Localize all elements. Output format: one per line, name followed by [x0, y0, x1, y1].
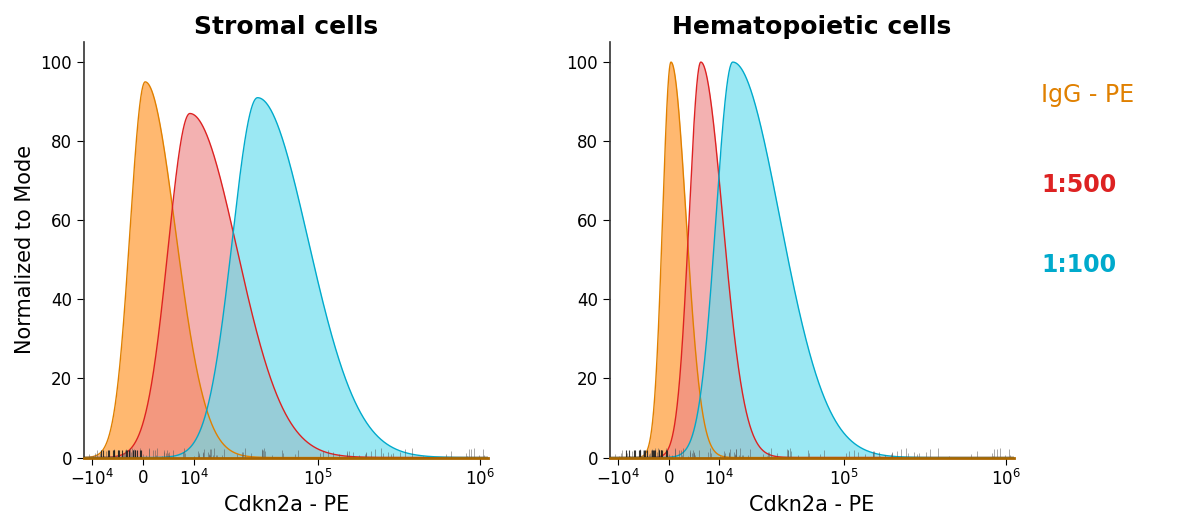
- Title: Hematopoietic cells: Hematopoietic cells: [672, 15, 951, 39]
- Text: 1:500: 1:500: [1041, 173, 1117, 198]
- X-axis label: Cdkn2a - PE: Cdkn2a - PE: [749, 495, 874, 515]
- Title: Stromal cells: Stromal cells: [194, 15, 378, 39]
- X-axis label: Cdkn2a - PE: Cdkn2a - PE: [224, 495, 349, 515]
- Text: IgG - PE: IgG - PE: [1041, 83, 1134, 108]
- Y-axis label: Normalized to Mode: Normalized to Mode: [14, 145, 35, 355]
- Text: 1:100: 1:100: [1041, 253, 1116, 277]
